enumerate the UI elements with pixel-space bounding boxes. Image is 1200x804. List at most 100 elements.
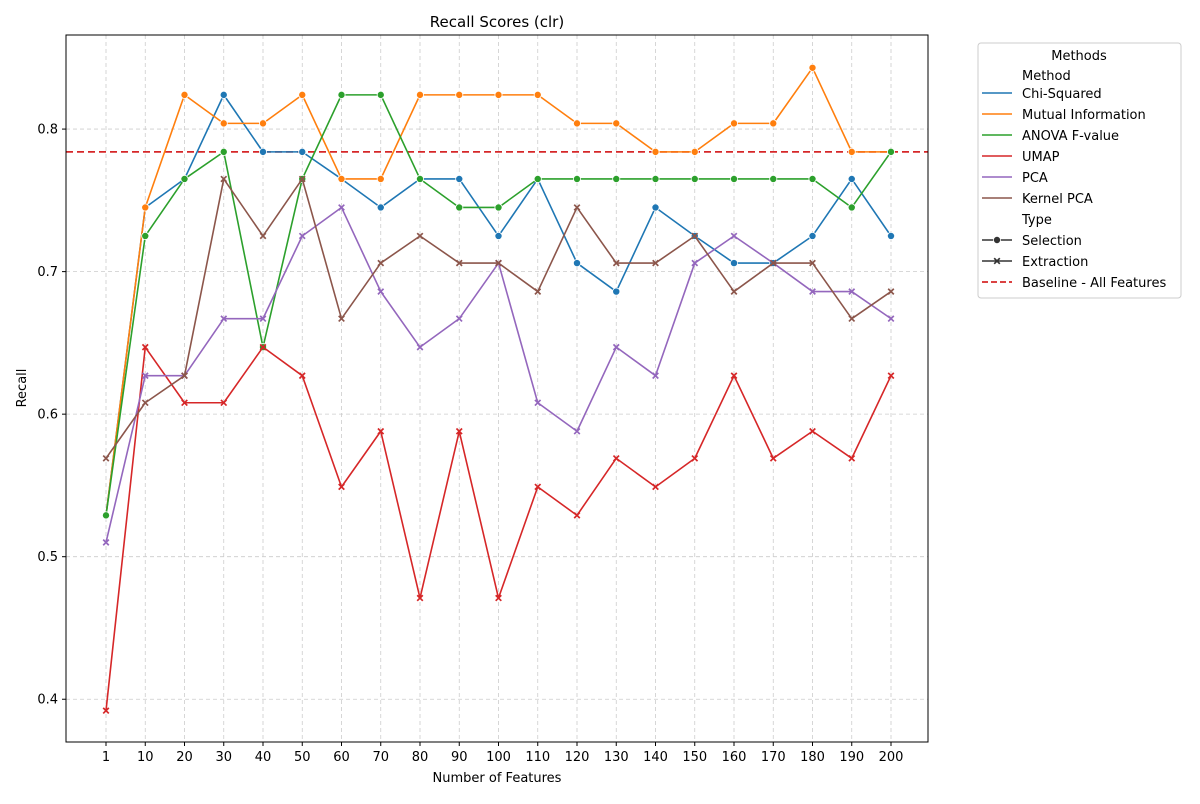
data-point <box>141 399 149 407</box>
y-tick-label: 0.8 <box>37 123 58 138</box>
x-tick-label: 180 <box>800 750 825 765</box>
marker-stroke <box>573 204 581 211</box>
data-point <box>377 427 385 435</box>
marker-stroke <box>338 204 345 211</box>
data-point <box>887 231 896 240</box>
data-point <box>141 343 149 351</box>
legend-label: ANOVA F-value <box>1022 129 1119 144</box>
data-point <box>141 372 149 380</box>
x-tick-label: 80 <box>412 750 429 765</box>
data-point <box>887 147 896 156</box>
data-point <box>573 174 582 183</box>
data-point <box>652 483 659 491</box>
chart-title: Recall Scores (clr) <box>430 13 564 31</box>
marker-stroke <box>652 259 659 267</box>
data-point <box>495 259 502 267</box>
data-point <box>415 90 424 99</box>
series-mutual-information <box>102 63 896 520</box>
marker-stroke <box>416 594 424 602</box>
data-point <box>808 63 817 72</box>
marker-stroke <box>612 454 620 462</box>
legend-entry: Extraction <box>982 255 1088 270</box>
marker-stroke <box>102 539 110 546</box>
data-point <box>415 174 424 183</box>
x-tick-label: 40 <box>255 750 272 765</box>
data-point <box>612 287 621 296</box>
data-point <box>730 259 739 268</box>
data-point <box>730 372 738 380</box>
marker-stroke <box>730 372 738 380</box>
data-point <box>993 235 1002 244</box>
x-tick-label: 90 <box>451 750 468 765</box>
data-point <box>298 90 307 99</box>
x-tick-label: 170 <box>761 750 786 765</box>
marker-stroke <box>652 483 659 491</box>
data-point <box>416 343 424 351</box>
legend-label: Mutual Information <box>1022 108 1146 123</box>
legend-entry: ANOVA F-value <box>982 129 1119 144</box>
marker-stroke <box>848 315 856 323</box>
y-axis-label: Recall <box>15 369 30 408</box>
marker-stroke <box>573 427 581 435</box>
marker-stroke <box>691 259 699 267</box>
data-point <box>651 203 660 212</box>
data-point <box>533 174 542 183</box>
data-point <box>180 174 189 183</box>
data-point <box>376 90 385 99</box>
data-point <box>298 175 306 183</box>
marker-stroke <box>887 315 895 323</box>
data-point <box>887 288 895 295</box>
x-tick-label: 50 <box>294 750 311 765</box>
data-point <box>769 454 777 462</box>
data-point <box>612 454 620 462</box>
marker-stroke <box>298 232 306 240</box>
data-point <box>848 454 856 462</box>
data-point <box>847 147 856 156</box>
data-point <box>219 119 228 128</box>
data-point <box>102 511 111 520</box>
plot-frame <box>65 34 929 743</box>
data-point <box>534 399 542 407</box>
data-point <box>376 203 385 212</box>
marker-stroke <box>652 372 659 380</box>
data-point <box>691 454 699 462</box>
data-point <box>847 174 856 183</box>
data-point <box>652 372 659 380</box>
legend-label: Baseline - All Features <box>1022 276 1166 291</box>
data-point <box>769 259 777 267</box>
marker-stroke <box>573 511 581 519</box>
data-point <box>338 315 345 323</box>
x-axis: 1 10 20 30 40 50 60 70 80 90 100 110 120 130 140 150 160… <box>102 742 903 765</box>
marker-stroke <box>141 343 149 351</box>
data-point <box>181 372 188 380</box>
x-tick-label: 1 <box>102 750 110 765</box>
marker-stroke <box>416 343 424 351</box>
data-point <box>219 147 228 156</box>
data-point <box>534 483 542 491</box>
data-point <box>612 259 620 267</box>
legend-label: PCA <box>1022 171 1048 186</box>
data-point <box>455 203 464 212</box>
legend-label: Chi-Squared <box>1022 87 1102 102</box>
marker-stroke <box>220 315 228 323</box>
x-tick-label: 20 <box>176 750 193 765</box>
marker-stroke <box>809 288 816 295</box>
data-point <box>808 174 817 183</box>
marker-stroke <box>220 175 228 183</box>
data-point <box>730 288 738 295</box>
marker-stroke <box>298 372 306 380</box>
series-layer <box>102 63 896 715</box>
x-tick-label: 10 <box>137 750 154 765</box>
data-point <box>809 259 816 267</box>
marker-stroke <box>809 427 816 435</box>
data-point <box>573 204 581 211</box>
data-point <box>651 147 660 156</box>
data-point <box>651 174 660 183</box>
marker-stroke <box>181 399 188 407</box>
x-axis-label: Number of Features <box>433 771 562 786</box>
legend-entry: Selection <box>982 234 1082 249</box>
data-point <box>180 90 189 99</box>
marker-stroke <box>377 427 385 435</box>
data-point <box>377 288 385 295</box>
